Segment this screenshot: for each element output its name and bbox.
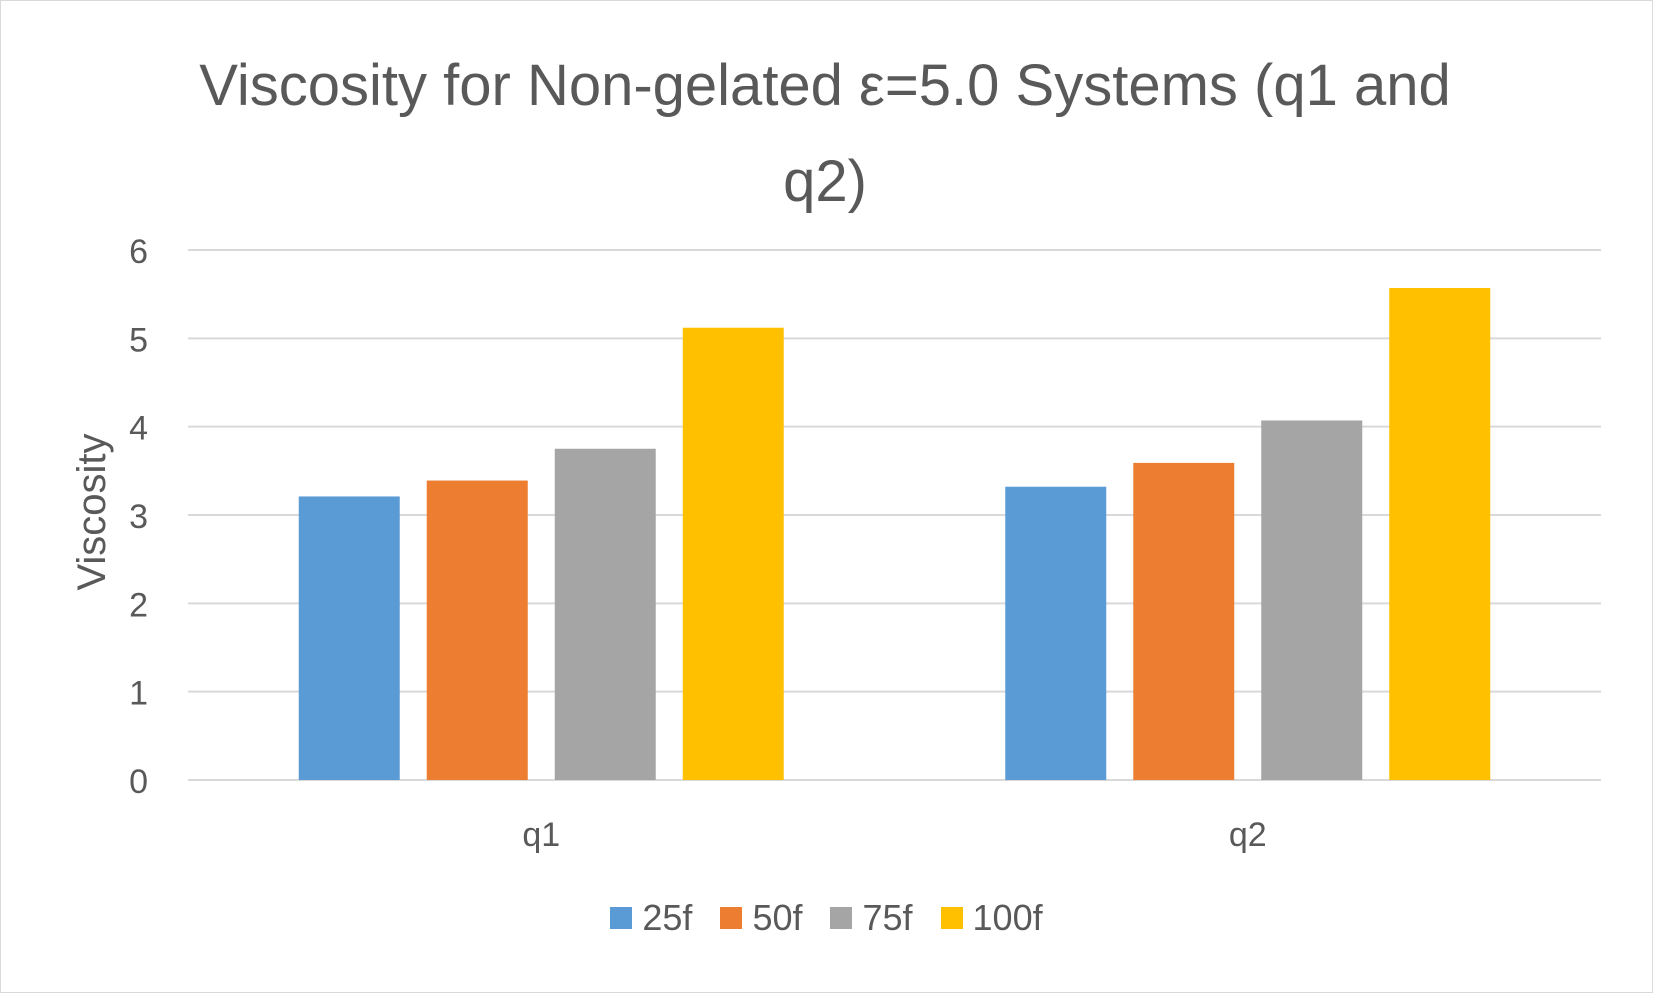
legend-label: 100f xyxy=(972,897,1043,938)
x-tick-label: q1 xyxy=(522,816,560,854)
legend-swatch xyxy=(720,907,743,929)
legend-item-50f: 50f xyxy=(720,898,802,938)
y-tick-label: 1 xyxy=(129,675,148,713)
legend-label: 75f xyxy=(862,897,913,938)
chart-title: Viscosity for Non-gelated ε=5.0 Systems … xyxy=(199,53,1451,214)
bar-50f-q2 xyxy=(1133,462,1235,780)
y-tick-label: 0 xyxy=(129,763,148,801)
legend-label: 50f xyxy=(752,897,803,938)
bar-100f-q2 xyxy=(1389,287,1491,780)
y-axis-label: Viscosity xyxy=(70,433,114,590)
bar-50f-q1 xyxy=(426,480,528,780)
legend: 25f 50f 75f 100f xyxy=(0,898,1653,938)
bar-25f-q1 xyxy=(298,496,400,780)
y-tick-label: 6 xyxy=(129,233,148,271)
legend-item-75f: 75f xyxy=(830,897,913,938)
y-tick-labels: 0 1 2 3 4 5 6 xyxy=(129,233,148,801)
legend-item-25f: 25f xyxy=(610,898,692,938)
x-tick-labels: q1 q2 xyxy=(522,816,1266,854)
legend-swatch xyxy=(940,907,963,929)
y-tick-label: 2 xyxy=(129,586,148,624)
legend-item-100f: 100f xyxy=(940,897,1043,938)
y-tick-label: 3 xyxy=(129,498,148,536)
gridlines xyxy=(188,249,1601,781)
y-tick-label: 5 xyxy=(129,321,148,359)
bar-100f-q1 xyxy=(682,327,784,780)
bar-75f-q2 xyxy=(1261,420,1363,780)
bars xyxy=(298,287,1491,780)
bar-75f-q1 xyxy=(554,448,656,780)
legend-label: 25f xyxy=(642,897,693,938)
x-tick-label: q2 xyxy=(1229,816,1267,854)
legend-swatch xyxy=(610,907,633,929)
bar-25f-q2 xyxy=(1005,486,1107,780)
y-tick-label: 4 xyxy=(129,410,148,448)
legend-swatch xyxy=(830,907,853,929)
